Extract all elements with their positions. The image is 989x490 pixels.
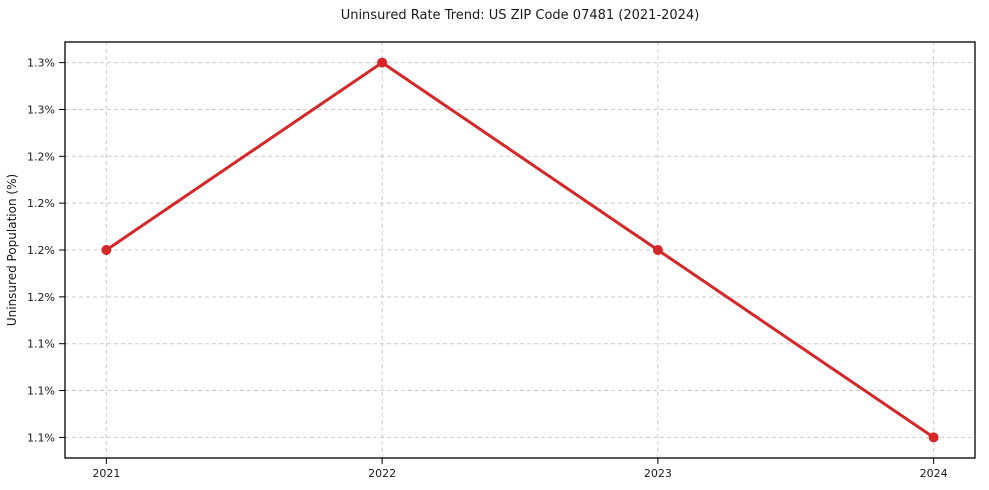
x-tick-label: 2022: [368, 467, 396, 480]
y-tick-label: 1.2%: [27, 150, 55, 163]
data-point: [377, 57, 388, 68]
y-tick-label: 1.3%: [27, 57, 55, 70]
y-tick-label: 1.2%: [27, 244, 55, 257]
data-point: [652, 245, 663, 255]
x-tick-label: 2023: [644, 467, 672, 480]
x-tick-label: 2024: [920, 467, 948, 480]
trend-line: [104, 61, 936, 439]
y-tick-label: 1.1%: [27, 385, 55, 398]
y-tick-label: 1.2%: [27, 291, 55, 304]
chart-title: Uninsured Rate Trend: US ZIP Code 07481 …: [340, 8, 700, 23]
y-tick-label: 1.2%: [27, 197, 55, 210]
y-tick-label: 1.3%: [27, 103, 55, 116]
axes-border: [64, 41, 976, 459]
data-point: [928, 432, 939, 443]
y-tick-label: 1.1%: [27, 338, 55, 351]
x-tick-label: 2021: [92, 467, 120, 480]
data-point: [101, 245, 112, 255]
y-tick-label: 1.1%: [27, 431, 55, 444]
